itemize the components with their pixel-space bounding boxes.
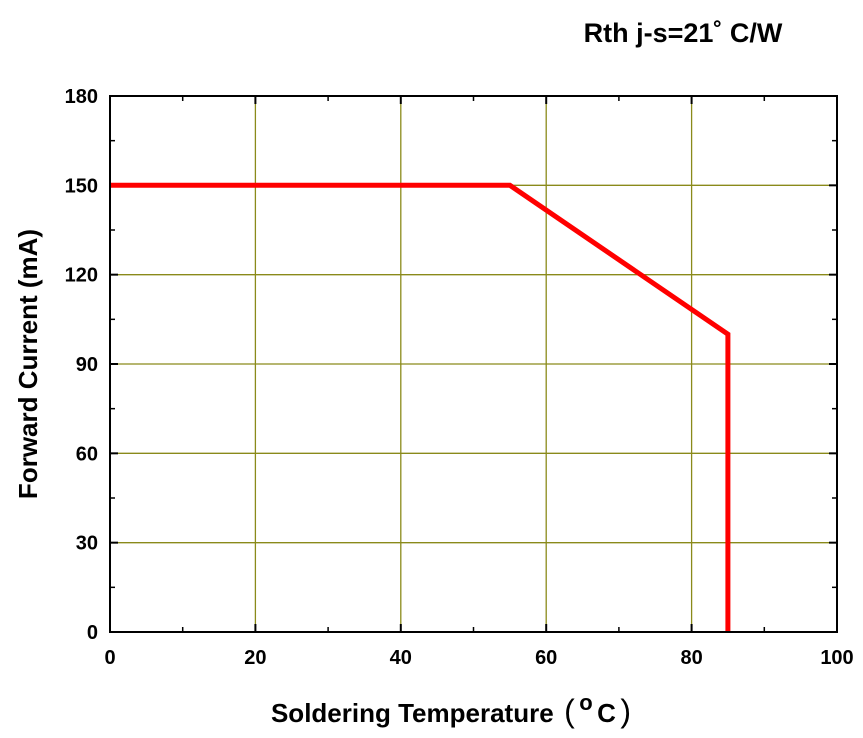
x-tick-label: 20	[244, 647, 266, 669]
y-tick-label: 0	[87, 622, 98, 644]
chart-title: Rth j-s=21˚ C/W	[584, 18, 783, 48]
series-line	[110, 182, 731, 632]
x-axis-unit-main: C	[597, 698, 616, 728]
x-axis-label-text: Soldering Temperature	[271, 698, 554, 728]
plot-frame	[109, 95, 838, 633]
x-tick-label: 80	[680, 647, 702, 669]
y-tick-label: 150	[65, 175, 98, 197]
y-tick-label: 60	[76, 443, 98, 465]
x-axis-unit-sup: o	[579, 690, 592, 715]
x-axis-label: Soldering Temperature ( o C )	[271, 690, 631, 729]
y-tick-label: 120	[65, 265, 98, 287]
x-tick-label: 100	[820, 647, 853, 669]
x-tick-label: 0	[104, 647, 115, 669]
x-axis-unit-close: )	[620, 693, 631, 729]
y-tick-label: 30	[76, 533, 98, 555]
y-axis-label: Forward Current (mA)	[13, 229, 43, 499]
x-axis-unit-open: (	[564, 693, 575, 729]
series-layer	[110, 182, 731, 632]
y-tick-label: 180	[65, 86, 98, 108]
x-tick-labels: 0 20 40 60 80 100	[104, 647, 853, 669]
x-tick-label: 60	[535, 647, 557, 669]
y-tick-label: 90	[76, 354, 98, 376]
x-tick-label: 40	[390, 647, 412, 669]
y-tick-labels: 0 30 60 90 120 150 180	[65, 86, 98, 644]
